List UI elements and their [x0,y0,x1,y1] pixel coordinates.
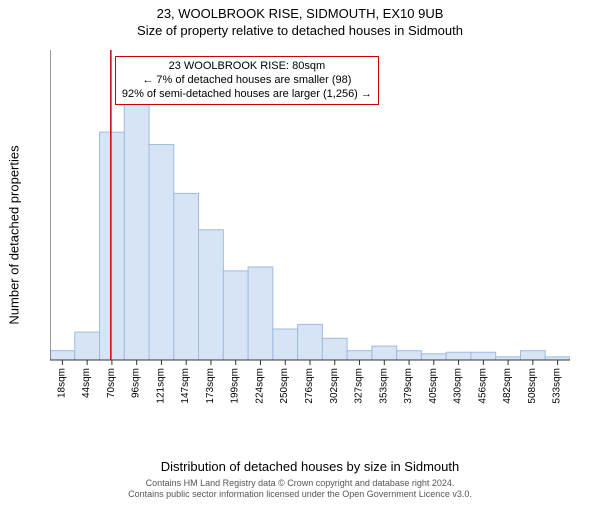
callout-line-1: 23 WOOLBROOK RISE: 80sqm [122,60,372,74]
callout-line-3: 92% of semi-detached houses are larger (… [122,88,372,102]
svg-text:224sqm: 224sqm [254,368,265,404]
svg-text:147sqm: 147sqm [180,368,191,404]
svg-text:44sqm: 44sqm [81,368,92,398]
callout-line-2: ← 7% of detached houses are smaller (98) [122,74,372,88]
svg-text:173sqm: 173sqm [205,368,216,404]
svg-text:276sqm: 276sqm [304,368,315,404]
svg-text:250sqm: 250sqm [279,368,290,404]
svg-text:302sqm: 302sqm [329,368,340,404]
svg-text:18sqm: 18sqm [56,368,67,398]
svg-text:533sqm: 533sqm [552,368,563,404]
svg-text:430sqm: 430sqm [453,368,464,404]
svg-text:121sqm: 121sqm [155,368,166,404]
svg-text:456sqm: 456sqm [477,368,488,404]
property-callout: 23 WOOLBROOK RISE: 80sqm ← 7% of detache… [115,56,379,105]
svg-text:379sqm: 379sqm [403,368,414,404]
svg-text:482sqm: 482sqm [502,368,513,404]
svg-text:405sqm: 405sqm [428,368,439,404]
footer: Contains HM Land Registry data © Crown c… [0,478,600,501]
svg-text:96sqm: 96sqm [131,368,142,398]
svg-text:508sqm: 508sqm [527,368,538,404]
svg-text:199sqm: 199sqm [230,368,241,404]
x-axis-label: Distribution of detached houses by size … [161,459,459,474]
footer-line-2: Contains public sector information licen… [0,489,600,500]
page-subtitle: Size of property relative to detached ho… [0,23,600,38]
chart-container: Number of detached properties 0501001502… [50,50,570,420]
footer-line-1: Contains HM Land Registry data © Crown c… [0,478,600,489]
svg-text:327sqm: 327sqm [354,368,365,404]
svg-text:70sqm: 70sqm [106,368,117,398]
page-title: 23, WOOLBROOK RISE, SIDMOUTH, EX10 9UB [0,6,600,21]
y-axis-label: Number of detached properties [7,145,22,324]
svg-text:353sqm: 353sqm [378,368,389,404]
